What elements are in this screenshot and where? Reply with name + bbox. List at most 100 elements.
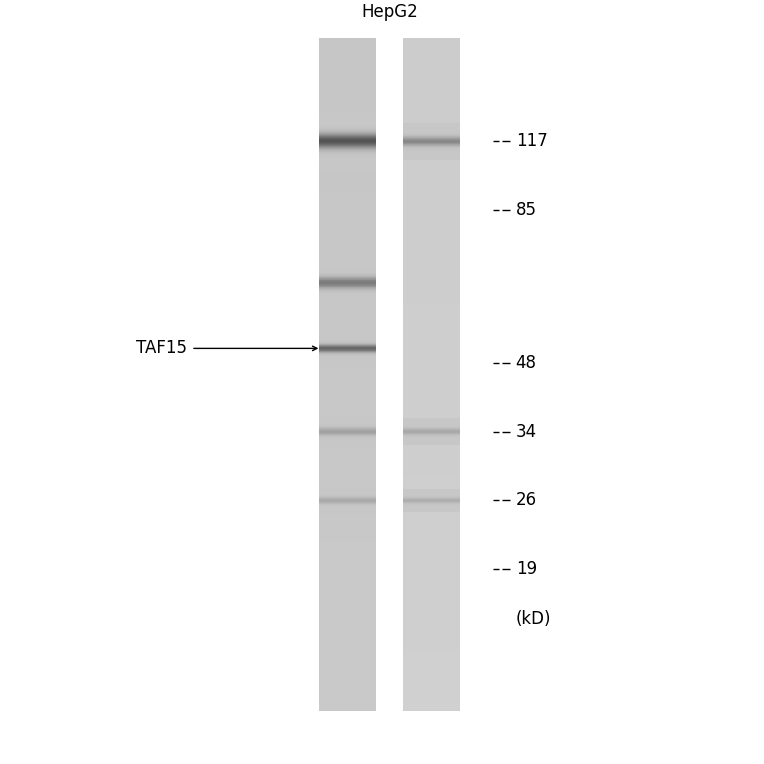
Bar <box>403 408 460 410</box>
Bar <box>319 256 377 257</box>
Bar <box>319 280 377 281</box>
Bar <box>319 679 377 681</box>
Bar <box>319 468 377 471</box>
Bar <box>403 487 460 489</box>
Bar <box>403 76 460 79</box>
Bar <box>403 675 460 677</box>
Bar <box>319 296 377 297</box>
Bar <box>319 260 377 261</box>
Bar <box>319 516 377 518</box>
Bar <box>319 694 377 697</box>
Bar <box>403 516 460 518</box>
Bar <box>403 211 460 213</box>
Bar <box>319 305 377 307</box>
Bar <box>319 285 377 287</box>
Bar <box>403 701 460 704</box>
Bar <box>403 115 460 117</box>
Bar <box>319 401 377 403</box>
Bar <box>403 290 460 291</box>
Bar <box>319 155 377 156</box>
Bar <box>403 446 460 448</box>
Bar <box>319 189 377 190</box>
Bar <box>403 163 460 166</box>
Bar <box>319 141 377 144</box>
Bar <box>319 161 377 163</box>
Bar <box>319 466 377 468</box>
Bar <box>403 92 460 94</box>
Bar <box>319 275 377 276</box>
Bar <box>403 646 460 648</box>
Bar <box>319 167 377 168</box>
Bar <box>403 688 460 691</box>
Bar <box>403 558 460 560</box>
Bar <box>319 180 377 182</box>
Bar <box>319 554 377 556</box>
Bar <box>319 581 377 583</box>
Bar <box>403 137 460 139</box>
Bar <box>319 403 377 406</box>
Bar <box>403 531 460 533</box>
Bar <box>319 646 377 648</box>
Bar <box>319 224 377 226</box>
Bar <box>403 153 460 155</box>
Bar <box>319 65 377 67</box>
Bar <box>403 663 460 665</box>
Bar <box>319 381 377 384</box>
Bar <box>319 419 377 422</box>
Bar <box>403 184 460 186</box>
Bar <box>319 309 377 312</box>
Bar <box>319 228 377 231</box>
Bar <box>403 309 460 312</box>
Bar <box>319 578 377 581</box>
Text: TAF15: TAF15 <box>136 339 187 358</box>
Bar <box>319 129 377 131</box>
Bar <box>319 461 377 464</box>
Bar <box>319 688 377 691</box>
Bar <box>319 323 377 325</box>
Bar <box>403 190 460 193</box>
Bar <box>319 115 377 117</box>
Bar <box>403 401 460 403</box>
Bar <box>319 406 377 408</box>
Bar <box>319 497 377 500</box>
Bar <box>319 303 377 305</box>
Bar <box>403 478 460 480</box>
Bar <box>403 319 460 321</box>
Bar <box>403 502 460 504</box>
Bar <box>319 670 377 672</box>
Bar <box>319 280 377 283</box>
Bar <box>319 686 377 688</box>
Bar <box>403 287 460 290</box>
Bar <box>403 108 460 110</box>
Bar <box>403 439 460 442</box>
Bar <box>403 603 460 605</box>
Bar <box>403 594 460 596</box>
Bar <box>319 233 377 235</box>
Bar <box>403 175 460 177</box>
Bar <box>319 619 377 621</box>
Bar <box>403 495 460 497</box>
Bar <box>319 197 377 199</box>
Bar <box>319 426 377 428</box>
Bar <box>403 430 460 432</box>
Bar <box>319 139 377 141</box>
Bar <box>319 386 377 388</box>
Bar <box>319 182 377 184</box>
Bar <box>319 415 377 417</box>
Bar <box>403 89 460 92</box>
Bar <box>319 165 377 166</box>
Bar <box>403 410 460 413</box>
Bar <box>319 58 377 60</box>
Bar <box>403 231 460 233</box>
Bar <box>403 358 460 361</box>
Bar <box>319 648 377 650</box>
Bar <box>403 370 460 372</box>
Text: 85: 85 <box>516 201 536 219</box>
Bar <box>319 206 377 209</box>
Bar <box>319 47 377 50</box>
Bar <box>319 257 377 260</box>
Bar <box>319 279 377 280</box>
Bar <box>319 136 377 138</box>
Bar <box>319 124 377 125</box>
Bar <box>319 265 377 266</box>
